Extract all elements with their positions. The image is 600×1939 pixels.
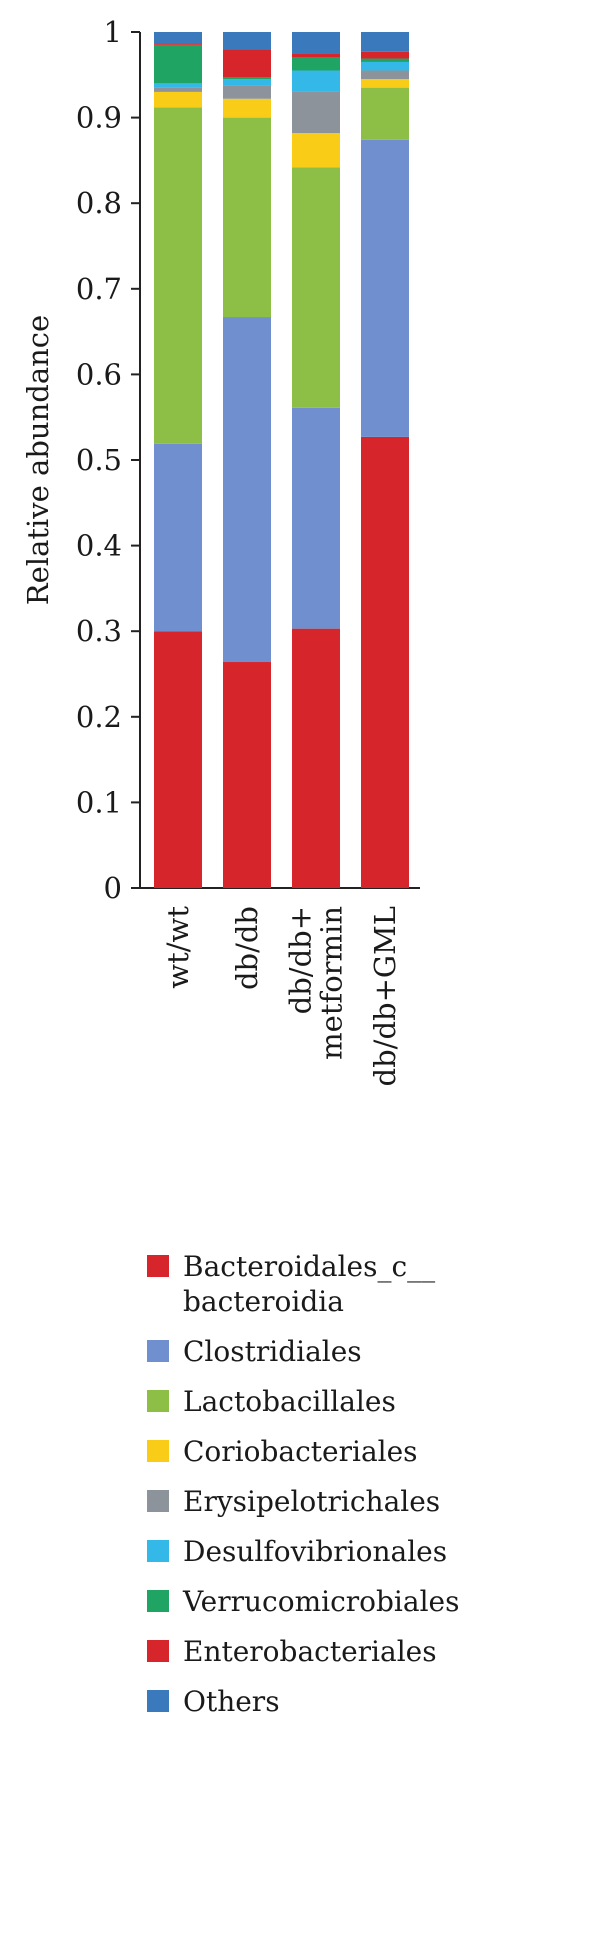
y-tick-label: 0.5 bbox=[76, 443, 122, 477]
legend-swatch bbox=[147, 1340, 169, 1362]
legend-label: Lactobacillales bbox=[183, 1385, 396, 1418]
y-tick-label: 0.7 bbox=[76, 272, 122, 306]
bar-segment bbox=[223, 117, 271, 318]
x-tick-labels: wt/wt db/db db/db+metformin db/db+GML bbox=[161, 906, 402, 1087]
y-tick-label: 0.2 bbox=[76, 700, 122, 734]
y-tick-label: 0.8 bbox=[76, 186, 122, 220]
chart-axes: 0 0.1 0.2 0.3 0.4 0.5 0.6 0.7 0.8 0.9 1 bbox=[76, 15, 420, 905]
legend-label: Desulfovibrionales bbox=[183, 1535, 447, 1568]
legend-swatch bbox=[147, 1255, 169, 1277]
legend-label: Erysipelotrichales bbox=[183, 1485, 440, 1518]
x-tick-label: db/db bbox=[230, 906, 264, 990]
chart-legend: Bacteroidales_c__bacteroidia Clostridiale… bbox=[147, 1250, 459, 1718]
bar-segment bbox=[223, 85, 271, 99]
legend-swatch bbox=[147, 1490, 169, 1512]
legend-item: Enterobacteriales bbox=[147, 1635, 437, 1668]
legend-item: Clostridiales bbox=[147, 1335, 362, 1368]
y-tick-label: 0.4 bbox=[76, 529, 122, 563]
legend-label: Coriobacteriales bbox=[183, 1435, 418, 1468]
y-tick-label: 1 bbox=[104, 15, 122, 49]
y-tick-label: 0.6 bbox=[76, 357, 122, 391]
bar-segment bbox=[292, 53, 340, 58]
y-tick-label: 0 bbox=[104, 871, 122, 905]
legend-swatch bbox=[147, 1390, 169, 1412]
legend-label: Enterobacteriales bbox=[183, 1635, 437, 1668]
bar-segment bbox=[361, 61, 409, 71]
bar-segment bbox=[361, 70, 409, 80]
legend-item: Others bbox=[147, 1685, 280, 1718]
bar-segment bbox=[223, 662, 271, 888]
x-tick-label-line: metformin bbox=[315, 906, 349, 1060]
bar-segment bbox=[361, 79, 409, 88]
bar-segment bbox=[361, 58, 409, 62]
bar-segment bbox=[154, 443, 202, 632]
bar-segment bbox=[223, 77, 271, 80]
bar-segment bbox=[361, 51, 409, 59]
bar-segment bbox=[223, 49, 271, 78]
y-axis-label: Relative abundance bbox=[21, 315, 55, 605]
legend-swatch bbox=[147, 1540, 169, 1562]
legend-item: Verrucomicrobiales bbox=[147, 1585, 459, 1618]
bar-segment bbox=[292, 167, 340, 408]
bar-segment bbox=[361, 32, 409, 52]
legend-swatch bbox=[147, 1640, 169, 1662]
bar-segment bbox=[154, 107, 202, 444]
legend-item: Bacteroidales_c__bacteroidia bbox=[147, 1250, 435, 1318]
legend-label: Bacteroidales_c__ bbox=[183, 1250, 435, 1283]
bar-segment bbox=[154, 32, 202, 44]
bar-segment bbox=[223, 32, 271, 50]
legend-item: Erysipelotrichales bbox=[147, 1485, 440, 1518]
bar-segment bbox=[154, 87, 202, 92]
bar-segment bbox=[223, 79, 271, 86]
bar-segment bbox=[154, 44, 202, 84]
bar-segment bbox=[154, 43, 202, 45]
bar-segment bbox=[292, 57, 340, 71]
x-tick-label-line: db/db+GML bbox=[368, 906, 402, 1086]
legend-label: Clostridiales bbox=[183, 1335, 362, 1368]
bar-segment bbox=[292, 32, 340, 54]
x-tick-label: db/db+GML bbox=[368, 906, 402, 1086]
legend-swatch bbox=[147, 1590, 169, 1612]
bar-segment bbox=[292, 70, 340, 92]
legend-label: bacteroidia bbox=[183, 1285, 344, 1318]
y-tick-label: 0.3 bbox=[76, 614, 122, 648]
x-tick-label: db/db+metformin bbox=[284, 906, 349, 1060]
chart-bars bbox=[154, 32, 409, 888]
bar-segment bbox=[361, 139, 409, 437]
bar-segment bbox=[292, 628, 340, 888]
bar-segment bbox=[223, 317, 271, 663]
legend-label: Others bbox=[183, 1685, 280, 1718]
y-tick-label: 0.9 bbox=[76, 101, 122, 135]
x-tick-label-line: wt/wt bbox=[161, 906, 195, 989]
bar-segment bbox=[154, 83, 202, 88]
legend-item: Coriobacteriales bbox=[147, 1435, 418, 1468]
bar-segment bbox=[361, 87, 409, 140]
legend-label: Verrucomicrobiales bbox=[182, 1585, 459, 1618]
legend-swatch bbox=[147, 1690, 169, 1712]
y-tick-label: 0.1 bbox=[76, 785, 122, 819]
x-tick-label-line: db/db bbox=[230, 906, 264, 990]
legend-item: Lactobacillales bbox=[147, 1385, 396, 1418]
bar-segment bbox=[292, 407, 340, 629]
bar-segment bbox=[361, 436, 409, 888]
x-tick-label-line: db/db+ bbox=[284, 906, 318, 1014]
x-tick-label: wt/wt bbox=[161, 906, 195, 989]
bar-segment bbox=[154, 631, 202, 888]
bar-segment bbox=[292, 133, 340, 168]
bar-segment bbox=[154, 91, 202, 108]
legend-swatch bbox=[147, 1440, 169, 1462]
bar-segment bbox=[223, 98, 271, 118]
legend-item: Desulfovibrionales bbox=[147, 1535, 447, 1568]
bar-segment bbox=[292, 91, 340, 134]
